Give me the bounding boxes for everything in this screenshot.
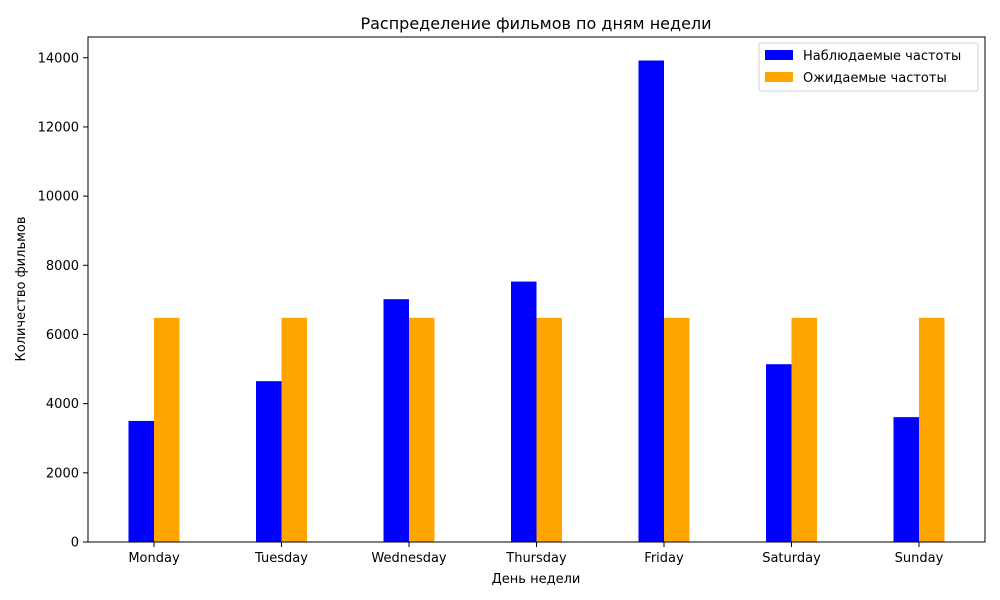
x-tick-label-friday: Friday — [644, 551, 684, 566]
bar-observed-wednesday — [383, 299, 409, 542]
y-tick-label: 14000 — [38, 51, 79, 66]
legend: Наблюдаемые частоты Ожидаемые частоты — [758, 42, 979, 92]
legend-box — [758, 42, 979, 92]
bar-expected-saturday — [791, 317, 817, 542]
x-tick-label-thursday: Thursday — [505, 551, 567, 566]
x-tick-label-saturday: Saturday — [762, 551, 821, 566]
legend-swatch-expected — [765, 72, 793, 82]
x-axis-label: День недели — [492, 572, 581, 587]
bar-observed-monday — [128, 420, 154, 542]
bar-expected-friday — [664, 317, 690, 542]
bar-observed-saturday — [766, 364, 792, 542]
bars-group — [128, 60, 945, 543]
y-tick-label: 12000 — [38, 120, 79, 135]
bar-observed-sunday — [893, 417, 919, 542]
y-tick-label: 8000 — [46, 259, 79, 274]
legend-swatch-observed — [765, 50, 793, 60]
legend-label-expected: Ожидаемые частоты — [803, 71, 947, 86]
bar-observed-tuesday — [256, 381, 282, 542]
chart-title: Распределение фильмов по дням недели — [360, 14, 711, 33]
y-tick-label: 10000 — [38, 190, 79, 205]
bar-observed-thursday — [511, 281, 537, 542]
x-axis: Monday Tuesday Wednesday Thursday Friday Satu… — [128, 542, 944, 566]
x-tick-label-wednesday: Wednesday — [371, 551, 447, 566]
y-tick-label: 0 — [71, 536, 79, 551]
y-axis-label: Количество фильмов — [14, 216, 29, 361]
legend-label-observed: Наблюдаемые частоты — [803, 49, 961, 64]
bar-observed-friday — [638, 60, 664, 543]
x-tick-label-monday: Monday — [128, 551, 180, 566]
bar-expected-thursday — [536, 317, 562, 542]
x-tick-label-sunday: Sunday — [895, 551, 944, 566]
y-tick-label: 6000 — [46, 328, 79, 343]
x-tick-label-tuesday: Tuesday — [254, 551, 308, 566]
bar-expected-sunday — [919, 317, 945, 542]
bar-expected-tuesday — [281, 317, 307, 542]
y-tick-label: 2000 — [46, 466, 79, 481]
y-axis: 0 2000 4000 6000 8000 10000 12000 14000 — [38, 51, 88, 551]
y-tick-label: 4000 — [46, 397, 79, 412]
bar-expected-monday — [154, 317, 180, 542]
bar-expected-wednesday — [409, 317, 435, 542]
